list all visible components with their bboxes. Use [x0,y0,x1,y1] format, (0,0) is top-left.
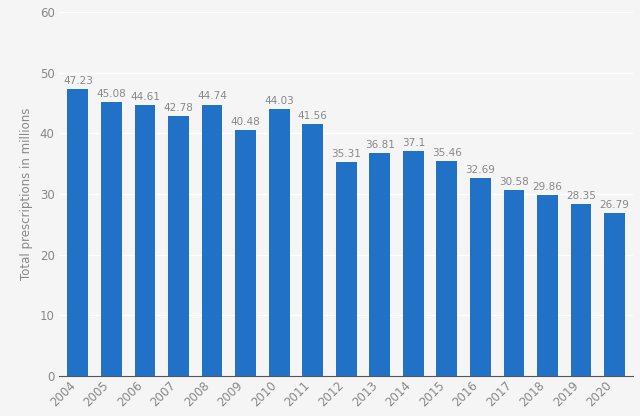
Bar [236,130,256,376]
Bar [470,178,491,376]
Bar [67,89,88,376]
Text: 29.86: 29.86 [532,182,563,192]
Bar [101,102,122,376]
Text: 41.56: 41.56 [298,111,328,121]
Bar [134,105,156,376]
Y-axis label: Total prescriptions in millions: Total prescriptions in millions [20,108,33,280]
Bar [369,153,390,376]
Bar [571,204,591,376]
Text: 44.74: 44.74 [197,92,227,102]
Bar [403,151,424,376]
Bar [436,161,457,376]
Bar [537,195,558,376]
Bar [336,162,356,376]
Bar [168,116,189,376]
Bar [202,104,223,376]
Text: 40.48: 40.48 [231,117,260,127]
Text: 35.46: 35.46 [432,148,462,158]
Text: 44.61: 44.61 [130,92,160,102]
Bar [269,109,289,376]
Text: 44.03: 44.03 [264,96,294,106]
Bar [504,191,524,376]
Text: 36.81: 36.81 [365,140,395,150]
Text: 47.23: 47.23 [63,77,93,87]
Text: 35.31: 35.31 [332,149,361,158]
Text: 26.79: 26.79 [600,201,630,210]
Text: 30.58: 30.58 [499,177,529,187]
Text: 28.35: 28.35 [566,191,596,201]
Bar [604,213,625,376]
Text: 37.1: 37.1 [402,138,425,148]
Text: 32.69: 32.69 [465,165,495,175]
Bar [302,124,323,376]
Text: 45.08: 45.08 [97,89,126,99]
Text: 42.78: 42.78 [164,104,193,114]
